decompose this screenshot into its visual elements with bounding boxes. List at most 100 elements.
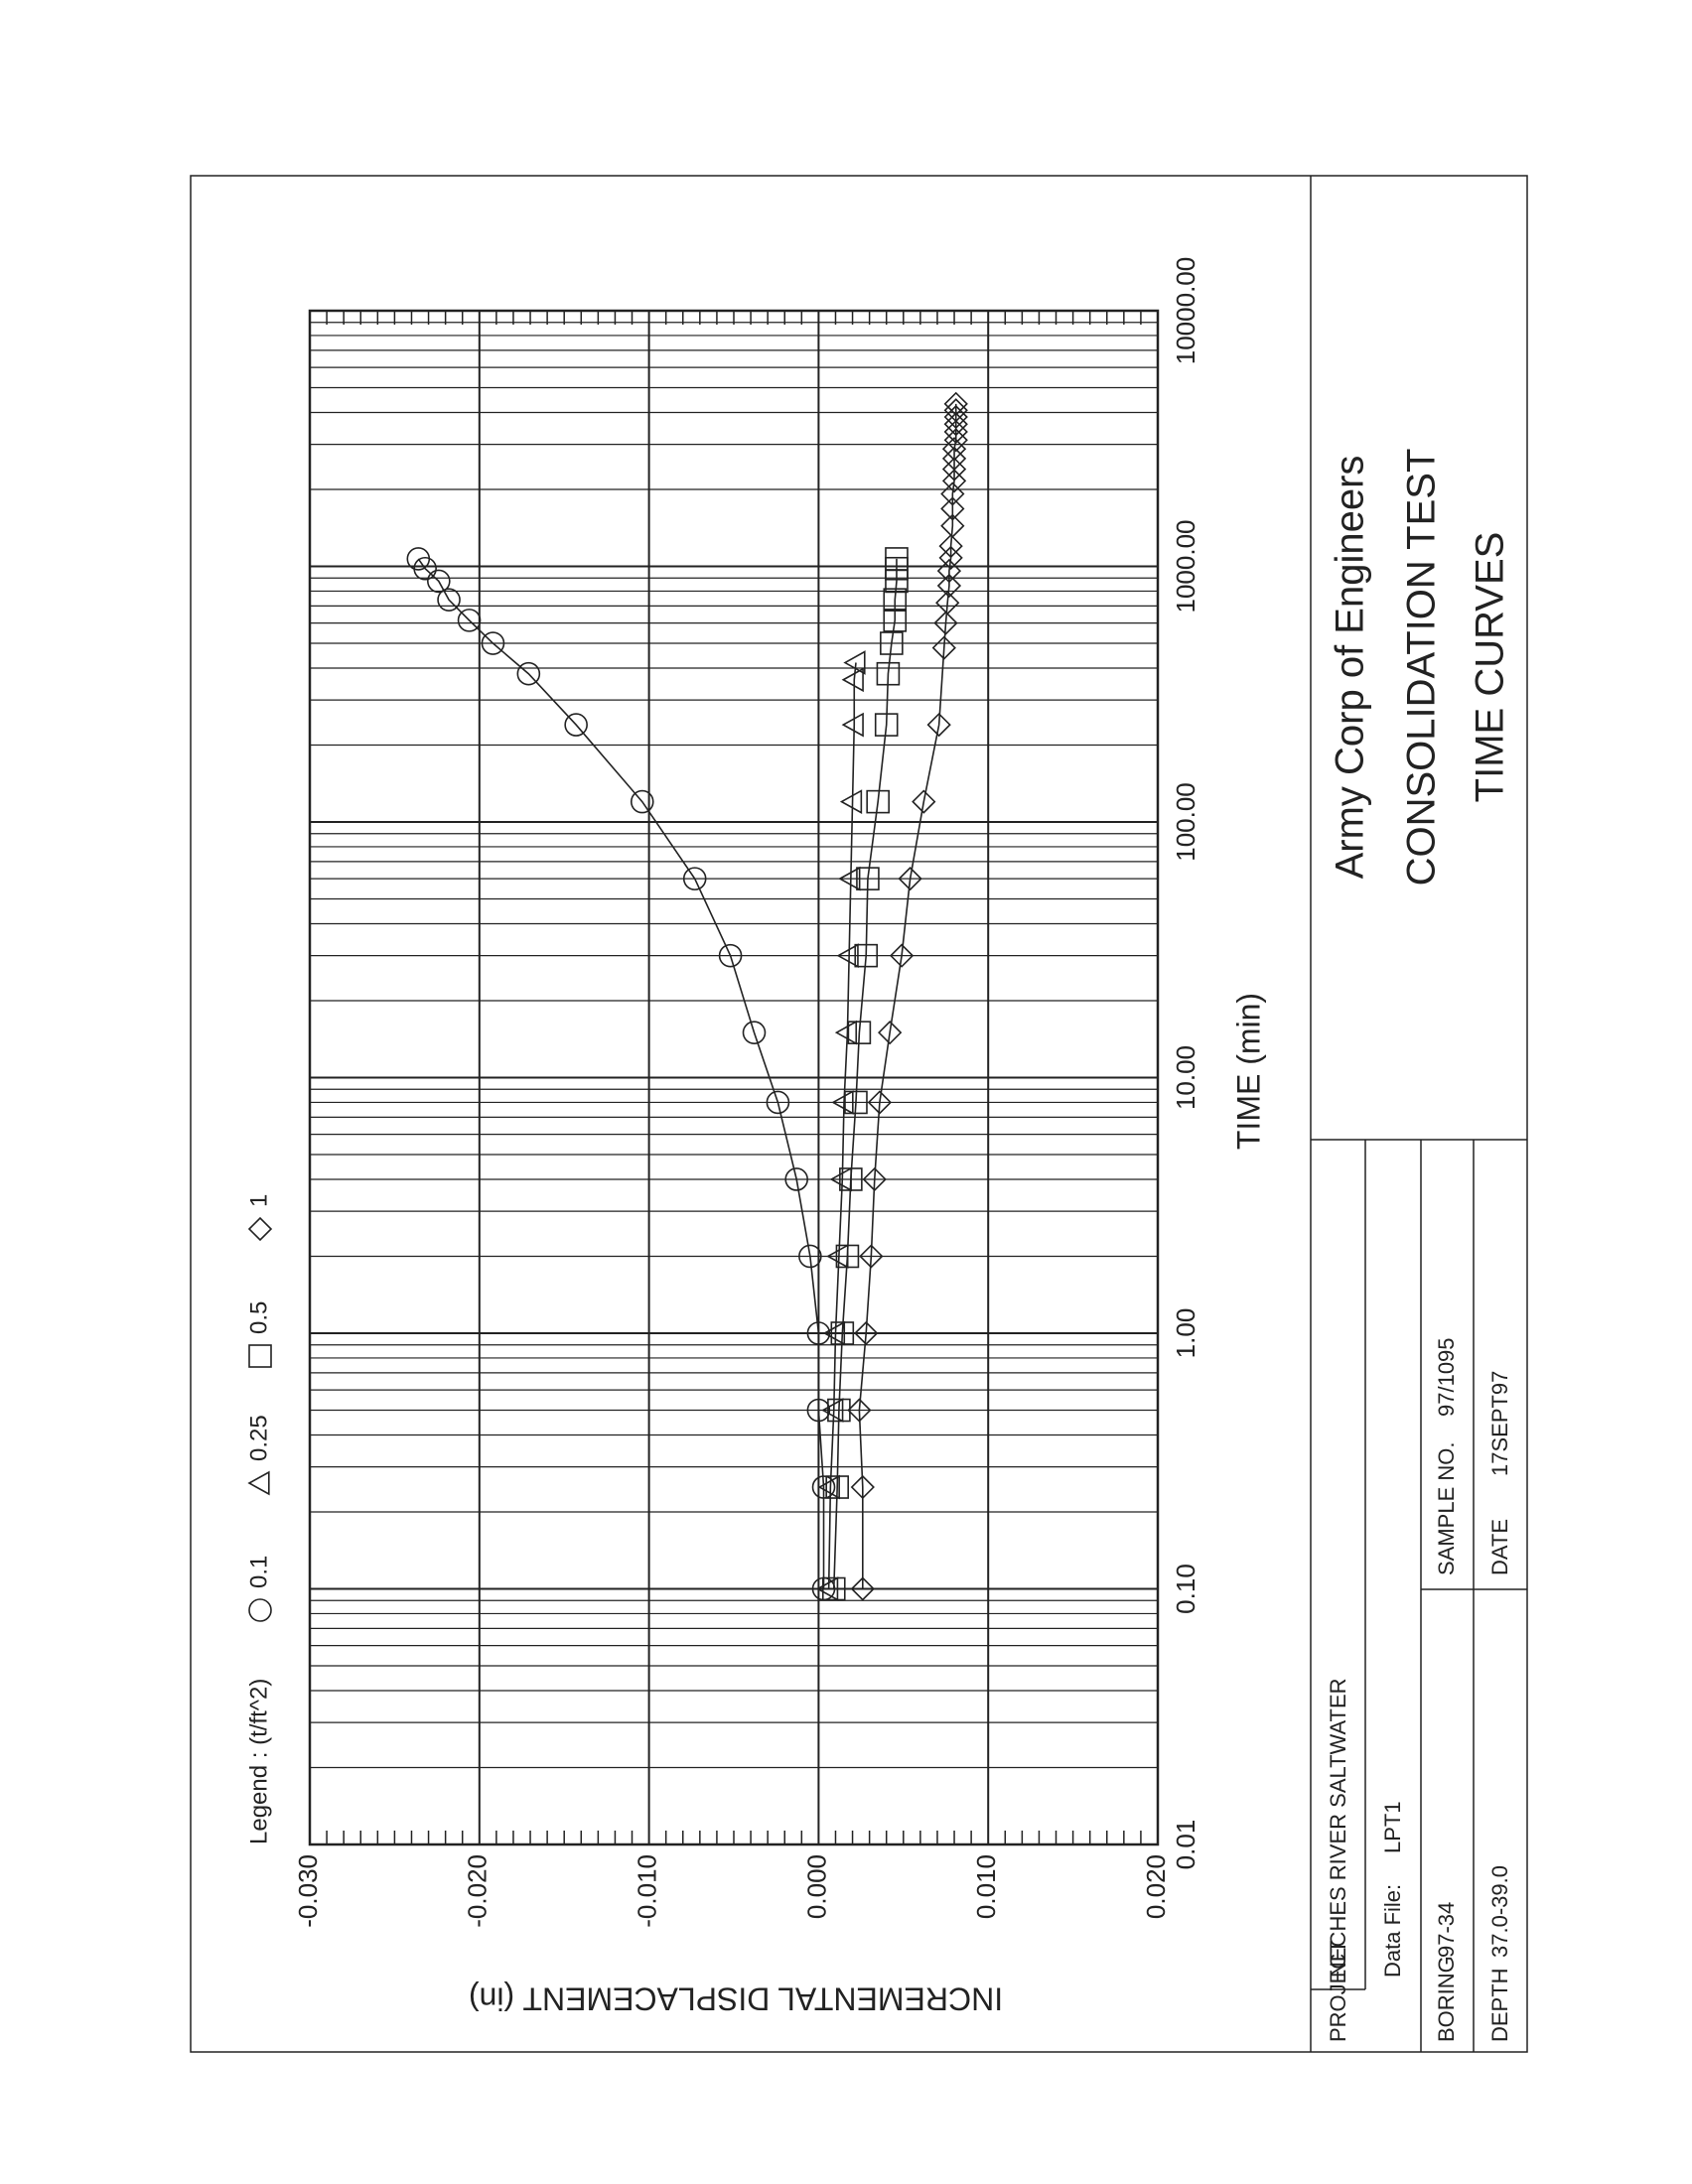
date-label: DATE (1487, 1519, 1512, 1575)
data-point (847, 1021, 872, 1044)
legend-title: Legend : (t/ft^2) (245, 1679, 272, 1844)
data-point (866, 789, 890, 814)
data-point (766, 1090, 790, 1115)
y-tick-label: 0.010 (971, 1854, 1001, 1919)
data-point (821, 1398, 844, 1423)
data-point (836, 943, 859, 969)
y-tick-label: -0.030 (293, 1854, 323, 1928)
x-axis-label: TIME (min) (1230, 993, 1266, 1150)
boring-label: BORING (1434, 1956, 1459, 2042)
data-point (841, 667, 864, 693)
data-point (825, 1475, 849, 1499)
depth: 37.0-39.0 (1487, 1865, 1512, 1958)
project: NECHES RIVER SALTWATER (1326, 1678, 1350, 1978)
data-point (682, 867, 707, 890)
data-point (564, 713, 588, 737)
series-line (832, 558, 898, 1589)
y-tick-label: 0.000 (801, 1854, 831, 1919)
y-tick-label: -0.010 (632, 1854, 661, 1928)
data-point (457, 609, 482, 632)
sample: 97/1095 (1434, 1337, 1459, 1417)
data-point (912, 789, 936, 814)
data-point (938, 533, 963, 559)
data-point (885, 547, 909, 571)
data-point (850, 1576, 875, 1601)
data-point (843, 650, 866, 675)
data-point (935, 591, 960, 615)
data-point (878, 1021, 903, 1045)
org-title: Army Corp of Engineers (1329, 456, 1372, 880)
data-point (831, 1090, 854, 1115)
project-label: PROJECT (1326, 1940, 1350, 2042)
data-point (742, 1021, 767, 1044)
plot-frame (308, 309, 1160, 1846)
data-point (841, 712, 864, 738)
data-point (806, 1321, 831, 1345)
data-point (940, 513, 965, 538)
data-point (630, 789, 654, 814)
data-point (822, 1320, 846, 1346)
data-point (481, 631, 505, 655)
data-point (943, 428, 968, 453)
legend-label: 1 (245, 1194, 272, 1207)
data-point (889, 943, 915, 968)
legend-label: 0.5 (245, 1301, 272, 1334)
depth-label: DEPTH (1487, 1968, 1512, 2042)
data-point (839, 789, 863, 814)
data-point (437, 588, 461, 612)
date: 17SEPT97 (1487, 1371, 1512, 1476)
data-point (941, 469, 967, 493)
x-tick-label: 1000.00 (1171, 520, 1200, 614)
x-tick-label: 100.00 (1171, 782, 1200, 862)
data-point (806, 1398, 831, 1423)
boring: 97-34 (1434, 1902, 1459, 1958)
data-point (876, 661, 901, 686)
data-point (821, 1576, 846, 1601)
data-point (811, 1475, 836, 1499)
data-point (854, 943, 879, 968)
chart-subtitle: TIME CURVES (1469, 532, 1512, 803)
series-line (417, 558, 825, 1589)
data-point (406, 547, 431, 571)
data-point (943, 391, 968, 416)
data-point (847, 1398, 872, 1423)
data-point (798, 1244, 822, 1269)
data-point (718, 943, 743, 968)
data-point (862, 1166, 887, 1192)
data-point (931, 635, 956, 660)
y-axis-label: INCREMENTAL DISPLACEMENT (in) (469, 1981, 1003, 2017)
data-point (854, 1320, 879, 1346)
data-point (867, 1090, 893, 1115)
sheet-frame (190, 175, 1528, 2053)
data-point (838, 866, 861, 891)
legend-marker (248, 1344, 272, 1368)
data-point (938, 545, 963, 571)
data-point (839, 1167, 863, 1191)
legend-marker (247, 1470, 270, 1496)
x-tick-label: 10.00 (1171, 1045, 1200, 1110)
data-point (933, 611, 958, 635)
x-tick-label: 0.01 (1171, 1820, 1200, 1870)
x-tick-label: 10000.00 (1171, 257, 1200, 364)
data-point (834, 1020, 858, 1045)
landscape-sheet: PROJECT NECHES RIVER SALTWATER Data File… (190, 175, 1528, 2053)
data-point (880, 631, 904, 655)
data-point (835, 1244, 860, 1269)
data-point (943, 398, 968, 423)
x-tick-label: 1.00 (1171, 1308, 1200, 1359)
data-point (883, 609, 908, 632)
data-point (941, 446, 967, 472)
data-point (874, 713, 899, 737)
data-point (827, 1398, 851, 1423)
data-point (844, 1090, 868, 1115)
data-point (830, 1321, 855, 1345)
y-tick-label: -0.020 (463, 1854, 493, 1928)
data-point (850, 1474, 875, 1500)
data-point (926, 712, 951, 738)
data-point (784, 1167, 808, 1191)
y-tick-label: 0.020 (1141, 1854, 1171, 1919)
series-line (827, 662, 857, 1589)
data-point (898, 866, 922, 891)
